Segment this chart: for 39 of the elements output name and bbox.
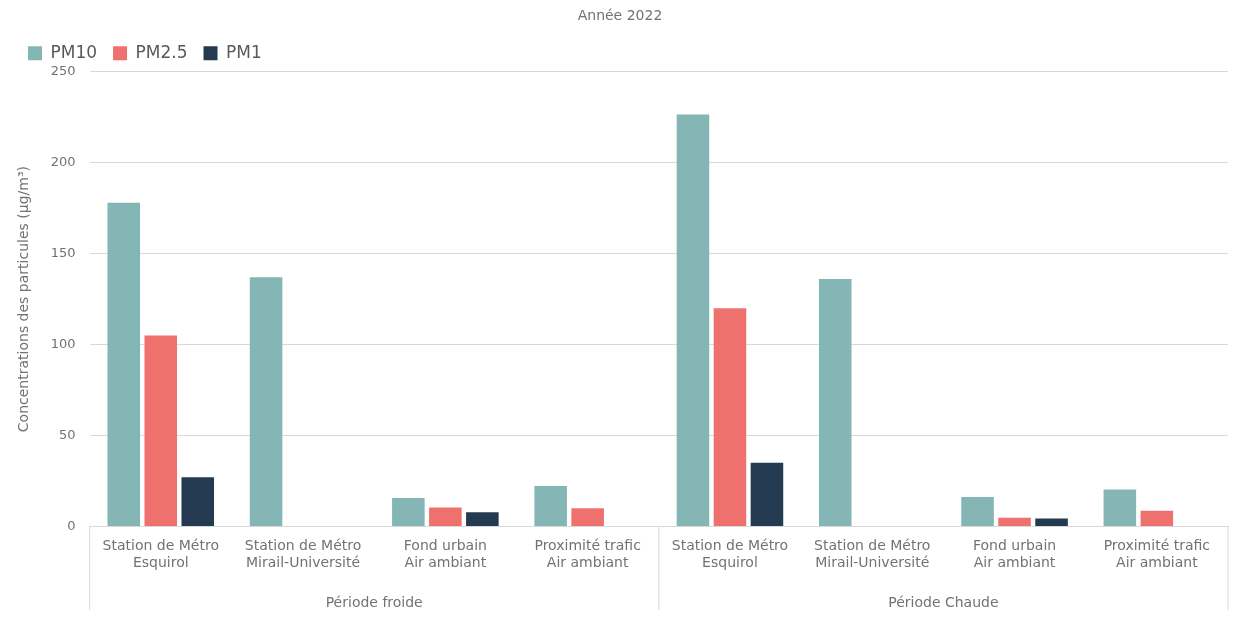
y-tick-label: 100	[50, 335, 76, 351]
x-tick-label: Proximité trafic Air ambiant	[534, 537, 641, 571]
bar	[392, 498, 425, 526]
bar	[1103, 489, 1137, 526]
text: Période Chaude	[888, 593, 999, 610]
bar	[249, 277, 283, 526]
x-tick-label: Proximité trafic Air ambiant	[1103, 537, 1211, 571]
legend-label: PM2.5	[135, 41, 188, 62]
x-tick-label: Fond urbain Air ambiant	[403, 537, 487, 571]
bar	[534, 486, 567, 526]
y-tick-label: 200	[50, 154, 76, 170]
bar	[961, 496, 994, 526]
bar	[181, 477, 215, 526]
bar	[1140, 510, 1174, 526]
y-axis-title: Concentrations des particules (µg/m³)	[15, 166, 32, 433]
x-tick-label: Station de Métro Esquirol	[671, 537, 789, 571]
legend-label: PM10	[50, 41, 98, 62]
bar	[818, 279, 852, 526]
bar	[466, 512, 499, 526]
y-tick-label: 150	[50, 245, 76, 261]
y-tick-label: 50	[59, 426, 76, 442]
x-tick-label: Station de Métro Esquirol	[102, 537, 219, 571]
bar	[144, 335, 178, 526]
x-tick-label: Station de Métro Mirail-Université	[244, 537, 362, 571]
x-tick-label: Station de Métro Mirail-Université	[814, 537, 931, 571]
chart-title: Année 2022	[577, 7, 663, 24]
bar	[676, 114, 710, 526]
x-tick-label: Fond urbain Air ambiant	[972, 537, 1057, 571]
bar	[750, 462, 784, 526]
bar	[107, 202, 141, 526]
bar	[998, 517, 1031, 526]
text: Période froide	[325, 593, 423, 610]
bar	[1035, 518, 1068, 526]
y-tick-label: 250	[50, 63, 76, 79]
legend-label: PM1	[226, 41, 262, 62]
y-tick-label: 0	[67, 517, 76, 533]
bar	[713, 308, 747, 526]
bar	[571, 508, 604, 526]
bar	[429, 507, 462, 526]
